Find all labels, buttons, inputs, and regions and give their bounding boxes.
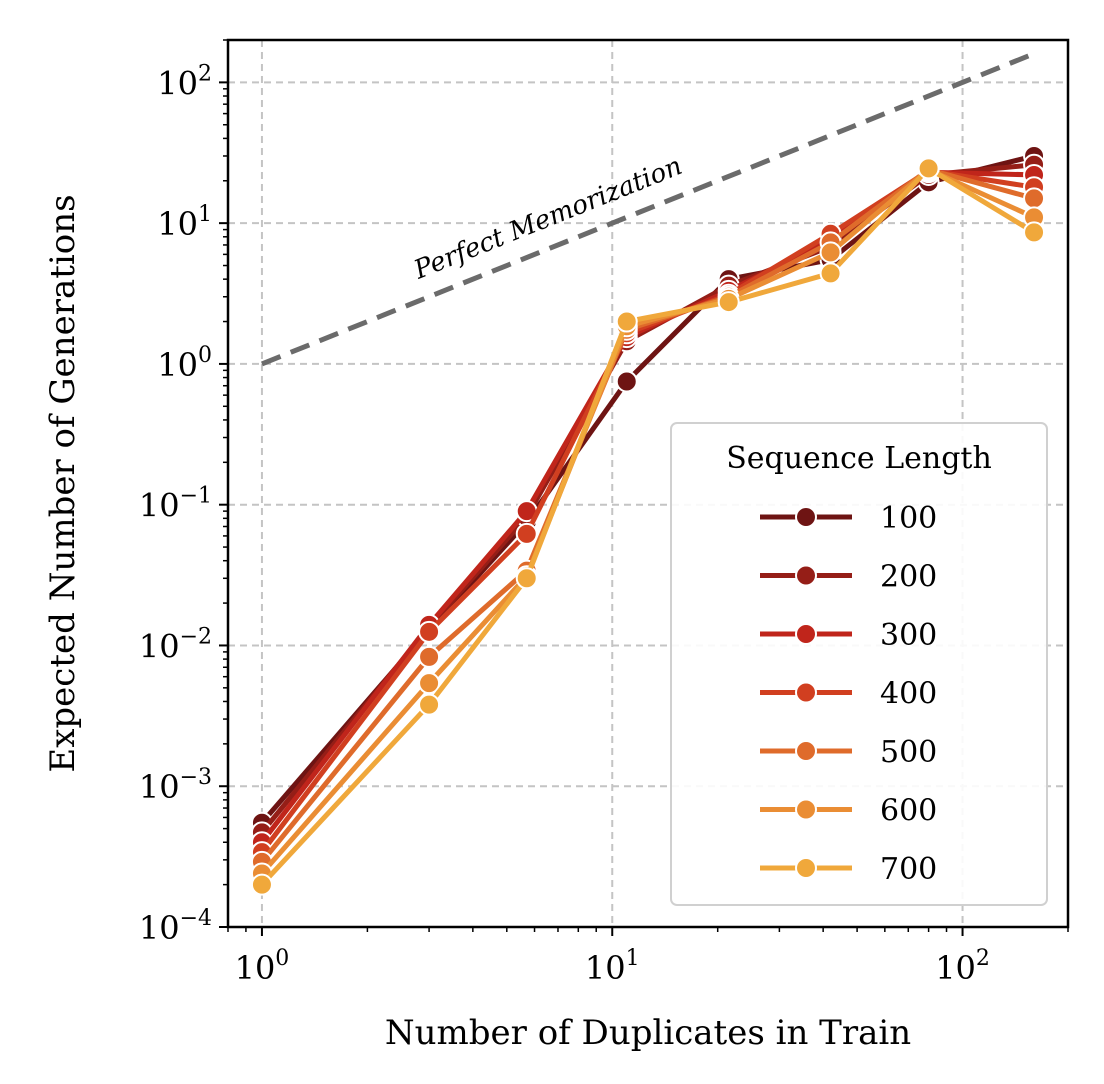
data-point xyxy=(418,620,441,643)
data-point xyxy=(819,262,842,285)
plot-frame xyxy=(226,38,1070,929)
data-point xyxy=(717,291,740,314)
legend-marker-300 xyxy=(795,623,817,645)
legend-label-100: 100 xyxy=(880,501,937,536)
data-point xyxy=(917,157,940,180)
perfect-memorization-label: Perfect Memorization xyxy=(409,151,686,286)
x-tick-label: 102 xyxy=(935,946,990,987)
legend-label-600: 600 xyxy=(880,794,937,829)
axis-ticks: 100 101 102 10−4 10−3 10−2 10−1 100 101 102 xyxy=(139,39,1069,987)
legend-marker-200 xyxy=(795,564,817,587)
data-point xyxy=(418,672,441,695)
y-tick-label: 10−2 xyxy=(139,624,212,665)
x-axis-label: Number of Duplicates in Train xyxy=(385,1013,911,1053)
legend-box xyxy=(670,422,1048,906)
data-point xyxy=(250,873,273,896)
series-line-700 xyxy=(260,165,1036,887)
data-point xyxy=(418,645,441,668)
legend-label-200: 200 xyxy=(880,560,937,595)
legend-marker-600 xyxy=(795,798,817,821)
perfect-memorization-line xyxy=(261,51,1035,367)
y-tick-label: 10−3 xyxy=(139,765,212,806)
legend-title: Sequence Length xyxy=(726,441,992,476)
legend: Sequence Length 100 200 300 400 500 600 700 xyxy=(670,422,1048,906)
data-point xyxy=(819,241,842,264)
data-point xyxy=(615,310,638,333)
data-point xyxy=(515,567,538,590)
data-point xyxy=(1023,187,1046,210)
x-tick-label: 100 xyxy=(235,946,290,987)
y-tick-label: 100 xyxy=(157,343,212,384)
y-tick-label: 10−1 xyxy=(139,484,212,525)
data-point xyxy=(418,693,441,716)
series-group xyxy=(250,144,1046,896)
y-tick-label: 10−4 xyxy=(139,906,212,947)
y-axis-label: Expected Number of Generations xyxy=(43,194,83,772)
legend-label-400: 400 xyxy=(880,677,937,712)
legend-label-700: 700 xyxy=(880,852,937,887)
x-tick-label: 101 xyxy=(585,946,640,987)
legend-marker-100 xyxy=(795,506,817,528)
legend-marker-500 xyxy=(795,740,817,762)
series-700 xyxy=(250,157,1046,896)
data-point xyxy=(615,370,638,393)
legend-marker-700 xyxy=(795,857,817,879)
y-tick-label: 102 xyxy=(157,61,212,102)
y-tick-label: 101 xyxy=(157,202,212,243)
data-point xyxy=(515,522,538,545)
data-point xyxy=(1023,221,1046,244)
legend-label-500: 500 xyxy=(880,735,937,770)
legend-label-300: 300 xyxy=(880,618,937,653)
legend-marker-400 xyxy=(795,681,817,704)
